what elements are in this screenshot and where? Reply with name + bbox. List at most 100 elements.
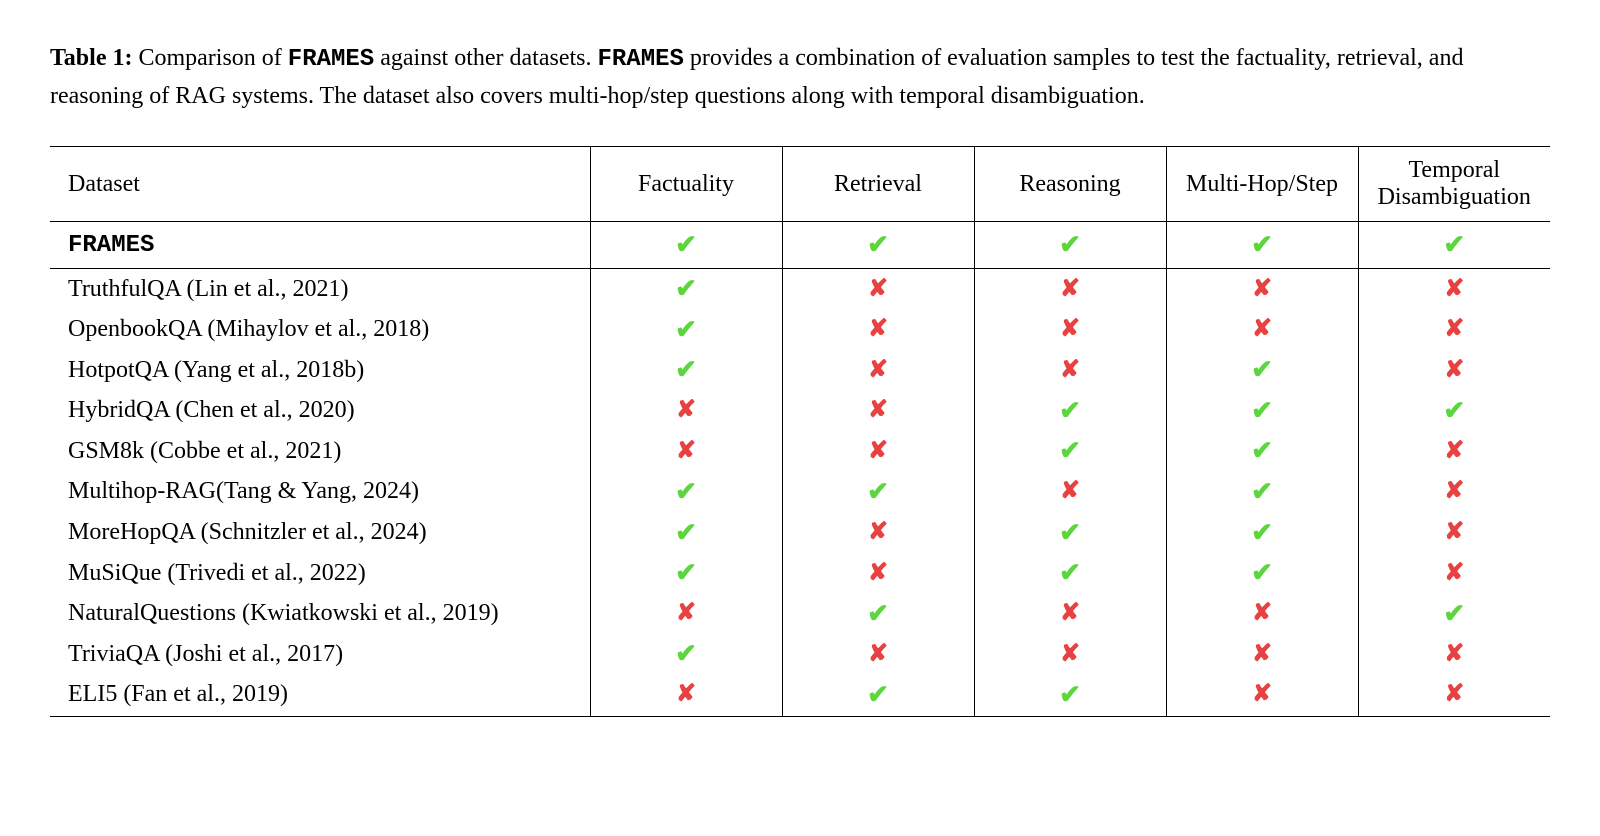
- dataset-name-cell: Multihop-RAG(Tang & Yang, 2024): [50, 472, 590, 513]
- col-header-multihop: Multi-Hop/Step: [1166, 147, 1358, 222]
- feature-cell: ✔: [782, 675, 974, 716]
- check-icon: ✔: [867, 477, 889, 506]
- cross-icon: ✘: [868, 438, 888, 464]
- table-row: TriviaQA (Joshi et al., 2017)✔✘✘✘✘: [50, 634, 1550, 675]
- dataset-name-cell: HybridQA (Chen et al., 2020): [50, 391, 590, 432]
- feature-cell: ✔: [590, 310, 782, 351]
- feature-cell: ✔: [1358, 222, 1550, 269]
- feature-cell: ✔: [974, 391, 1166, 432]
- table-row: TruthfulQA (Lin et al., 2021)✔✘✘✘✘: [50, 269, 1550, 310]
- caption-frames-1: FRAMES: [288, 46, 374, 73]
- feature-cell: ✘: [1358, 431, 1550, 472]
- table-row: NaturalQuestions (Kwiatkowski et al., 20…: [50, 594, 1550, 635]
- feature-cell: ✔: [590, 513, 782, 554]
- check-icon: ✔: [1059, 518, 1081, 547]
- caption-text-2: against other datasets.: [374, 45, 597, 71]
- table-header-row: Dataset Factuality Retrieval Reasoning M…: [50, 147, 1550, 222]
- feature-cell: ✔: [1166, 222, 1358, 269]
- feature-cell: ✘: [1166, 594, 1358, 635]
- feature-cell: ✔: [1166, 391, 1358, 432]
- dataset-name-cell: TruthfulQA (Lin et al., 2021): [50, 269, 590, 310]
- table-row: HotpotQA (Yang et al., 2018b)✔✘✘✔✘: [50, 350, 1550, 391]
- feature-cell: ✔: [1358, 594, 1550, 635]
- feature-cell: ✘: [1358, 310, 1550, 351]
- check-icon: ✔: [1059, 558, 1081, 587]
- dataset-name-cell: MoreHopQA (Schnitzler et al., 2024): [50, 513, 590, 554]
- feature-cell: ✘: [974, 269, 1166, 310]
- feature-cell: ✔: [590, 269, 782, 310]
- check-icon: ✔: [675, 558, 697, 587]
- feature-cell: ✔: [974, 675, 1166, 716]
- feature-cell: ✘: [590, 594, 782, 635]
- feature-cell: ✘: [974, 350, 1166, 391]
- cross-icon: ✘: [676, 600, 696, 626]
- cross-icon: ✘: [1060, 357, 1080, 383]
- feature-cell: ✔: [782, 594, 974, 635]
- check-icon: ✔: [1443, 396, 1465, 425]
- feature-cell: ✘: [782, 431, 974, 472]
- check-icon: ✔: [675, 518, 697, 547]
- cross-icon: ✘: [676, 438, 696, 464]
- feature-cell: ✔: [974, 431, 1166, 472]
- table-row: GSM8k (Cobbe et al., 2021)✘✘✔✔✘: [50, 431, 1550, 472]
- cross-icon: ✘: [1252, 681, 1272, 707]
- feature-cell: ✘: [1358, 350, 1550, 391]
- feature-cell: ✔: [590, 553, 782, 594]
- feature-cell: ✘: [974, 634, 1166, 675]
- cross-icon: ✘: [868, 357, 888, 383]
- check-icon: ✔: [867, 230, 889, 259]
- check-icon: ✔: [1059, 396, 1081, 425]
- cross-icon: ✘: [1444, 357, 1464, 383]
- check-icon: ✔: [675, 639, 697, 668]
- dataset-name-cell: ELI5 (Fan et al., 2019): [50, 675, 590, 716]
- table-row: ELI5 (Fan et al., 2019)✘✔✔✘✘: [50, 675, 1550, 716]
- table-caption: Table 1: Comparison of FRAMES against ot…: [50, 40, 1550, 114]
- check-icon: ✔: [1251, 558, 1273, 587]
- dataset-name-cell: NaturalQuestions (Kwiatkowski et al., 20…: [50, 594, 590, 635]
- feature-cell: ✘: [1358, 634, 1550, 675]
- col-header-factuality: Factuality: [590, 147, 782, 222]
- cross-icon: ✘: [868, 276, 888, 302]
- feature-cell: ✔: [1166, 350, 1358, 391]
- feature-cell: ✔: [1166, 431, 1358, 472]
- feature-cell: ✘: [782, 310, 974, 351]
- check-icon: ✔: [1059, 436, 1081, 465]
- feature-cell: ✘: [782, 513, 974, 554]
- cross-icon: ✘: [1060, 276, 1080, 302]
- cross-icon: ✘: [1252, 316, 1272, 342]
- check-icon: ✔: [1059, 680, 1081, 709]
- feature-cell: ✔: [974, 553, 1166, 594]
- check-icon: ✔: [675, 274, 697, 303]
- comparison-table: Dataset Factuality Retrieval Reasoning M…: [50, 146, 1550, 717]
- dataset-name-cell: HotpotQA (Yang et al., 2018b): [50, 350, 590, 391]
- check-icon: ✔: [675, 230, 697, 259]
- cross-icon: ✘: [676, 397, 696, 423]
- feature-cell: ✘: [1166, 634, 1358, 675]
- cross-icon: ✘: [1444, 560, 1464, 586]
- feature-cell: ✘: [590, 391, 782, 432]
- dataset-name-cell: FRAMES: [50, 222, 590, 269]
- dataset-name-cell: OpenbookQA (Mihaylov et al., 2018): [50, 310, 590, 351]
- cross-icon: ✘: [676, 681, 696, 707]
- check-icon: ✔: [867, 680, 889, 709]
- check-icon: ✔: [1251, 436, 1273, 465]
- check-icon: ✔: [1443, 599, 1465, 628]
- cross-icon: ✘: [1252, 641, 1272, 667]
- cross-icon: ✘: [1444, 478, 1464, 504]
- cross-icon: ✘: [1444, 276, 1464, 302]
- cross-icon: ✘: [1444, 438, 1464, 464]
- feature-cell: ✘: [782, 350, 974, 391]
- feature-cell: ✔: [1166, 472, 1358, 513]
- feature-cell: ✘: [782, 553, 974, 594]
- check-icon: ✔: [1251, 355, 1273, 384]
- table-row: MoreHopQA (Schnitzler et al., 2024)✔✘✔✔✘: [50, 513, 1550, 554]
- cross-icon: ✘: [868, 397, 888, 423]
- cross-icon: ✘: [1060, 316, 1080, 342]
- feature-cell: ✔: [590, 472, 782, 513]
- feature-cell: ✔: [590, 350, 782, 391]
- table-row: FRAMES✔✔✔✔✔: [50, 222, 1550, 269]
- check-icon: ✔: [1251, 396, 1273, 425]
- check-icon: ✔: [1251, 518, 1273, 547]
- cross-icon: ✘: [868, 641, 888, 667]
- caption-frames-2: FRAMES: [597, 46, 683, 73]
